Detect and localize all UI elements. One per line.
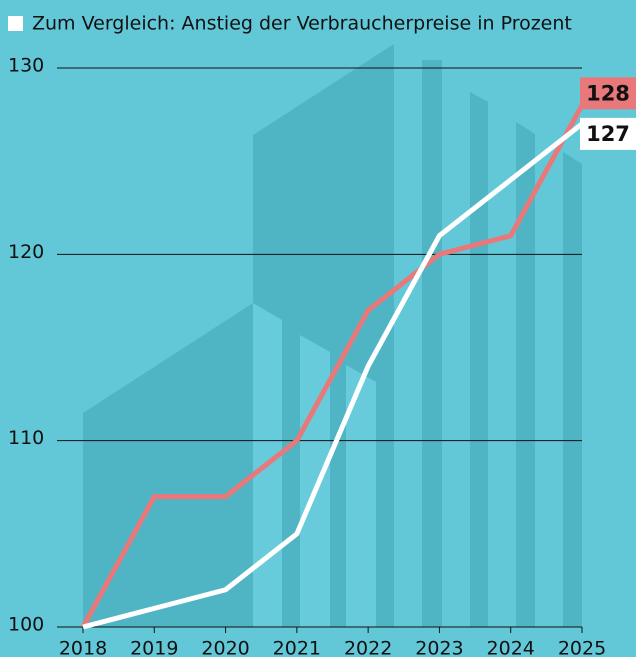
background-buildings xyxy=(83,44,582,627)
end-label: 127 xyxy=(586,122,630,146)
x-tick-label: 2025 xyxy=(558,638,606,657)
x-tick-label: 2022 xyxy=(344,638,392,657)
legend-label: Zum Vergleich: Anstieg der Verbraucherpr… xyxy=(32,13,572,35)
series-line xyxy=(80,104,585,629)
x-tick-label: 2021 xyxy=(273,638,321,657)
x-tick-label: 2020 xyxy=(201,638,249,657)
y-tick-label: 110 xyxy=(8,427,44,449)
series-line xyxy=(82,121,584,630)
end-label: 128 xyxy=(586,81,630,105)
end-label-box xyxy=(580,77,636,110)
legend-swatch xyxy=(8,16,23,31)
x-tick-label: 2023 xyxy=(415,638,463,657)
x-tick-label: 2019 xyxy=(130,638,178,657)
x-tick-label: 2024 xyxy=(487,638,535,657)
y-tick-label: 120 xyxy=(8,241,44,263)
y-tick-label: 130 xyxy=(8,55,44,77)
x-tick-label: 2018 xyxy=(59,638,107,657)
y-tick-label: 100 xyxy=(8,614,44,636)
end-label-box xyxy=(580,117,636,150)
background-strips xyxy=(253,303,376,627)
